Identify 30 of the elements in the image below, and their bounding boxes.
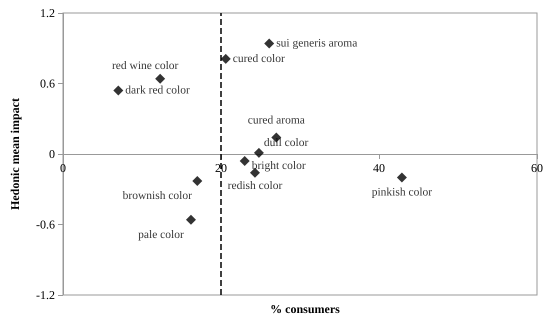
point (113, 86, 124, 96)
y-axis-title: Hedonic mean impact (8, 98, 22, 210)
y-tick-label: 0.6 (40, 76, 55, 90)
x-tick-label: 40 (373, 161, 385, 175)
annotation: bright color (252, 160, 306, 172)
annotation: cured aroma (248, 114, 305, 127)
point (254, 148, 264, 158)
annotation: sui generis aroma (276, 38, 358, 50)
y-tick-label: -1.2 (36, 288, 55, 302)
point (192, 176, 202, 186)
y-tick-label: -0.6 (36, 218, 55, 232)
annotation: pale color (138, 228, 184, 241)
point (220, 54, 231, 64)
annotation: brownish color (122, 190, 192, 202)
point (396, 172, 407, 182)
annotation: red wine color (112, 60, 179, 72)
point (186, 214, 196, 225)
x-axis-title: % consumers (270, 302, 340, 316)
annotation: redish color (228, 180, 282, 192)
annotation: pinkish color (372, 186, 432, 198)
x-tick-label: 0 (60, 161, 66, 175)
annotation: cured color (232, 52, 285, 65)
y-tick-label: 1.2 (40, 6, 55, 20)
point (264, 38, 274, 49)
x-tick-label: 20 (215, 161, 227, 175)
x-tick-label: 60 (531, 161, 543, 175)
point (240, 156, 250, 166)
annotation: dark red color (125, 84, 190, 97)
y-tick-label: 0 (49, 147, 55, 161)
point (155, 74, 166, 84)
